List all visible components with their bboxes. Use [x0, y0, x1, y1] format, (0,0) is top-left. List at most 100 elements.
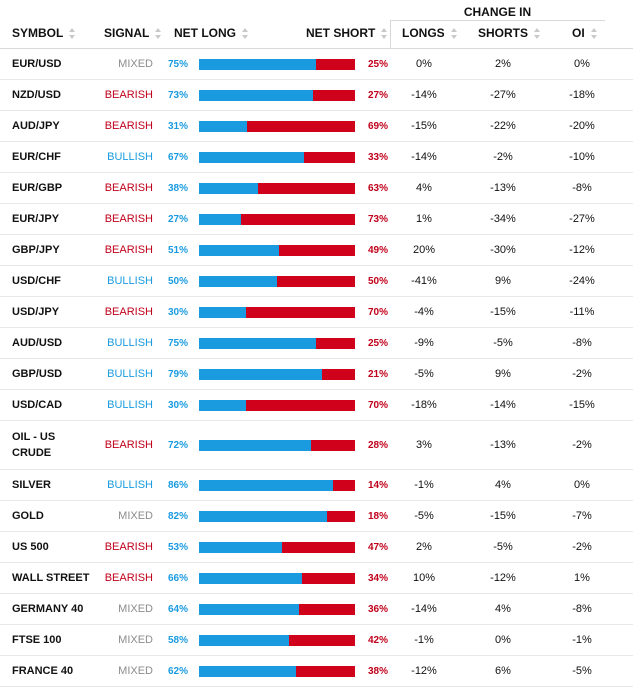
table-row[interactable]: GOLD MIXED 82% 18% -5% -15% -7%: [0, 501, 633, 532]
symbol-link[interactable]: GBP/USD: [12, 368, 63, 380]
symbol-link[interactable]: AUD/JPY: [12, 120, 60, 132]
symbol-link[interactable]: FTSE 100: [12, 634, 62, 646]
table-row[interactable]: NZD/USD BEARISH 73% 27% -14% -27% -18%: [0, 80, 633, 111]
longs-change: -4%: [414, 306, 434, 318]
signal-label: BEARISH: [104, 306, 153, 318]
table-row[interactable]: GBP/USD BULLISH 79% 21% -5% 9% -2%: [0, 359, 633, 390]
oi-column-header[interactable]: OI: [572, 26, 598, 40]
oi-change: -8%: [572, 182, 592, 194]
table-row[interactable]: USD/JPY BEARISH 30% 70% -4% -15% -11%: [0, 297, 633, 328]
table-row[interactable]: US 500 BEARISH 53% 47% 2% -5% -2%: [0, 532, 633, 563]
net-short-value: 69%: [367, 120, 388, 132]
symbol-link[interactable]: USD/JPY: [12, 306, 60, 318]
symbol-link[interactable]: USD/CHF: [12, 275, 61, 287]
symbol-link[interactable]: GBP/JPY: [12, 244, 60, 256]
net-long-header-label: NET LONG: [174, 26, 236, 40]
table-row[interactable]: AUD/JPY BEARISH 31% 69% -15% -22% -20%: [0, 111, 633, 142]
signal-header-label: SIGNAL: [104, 26, 150, 40]
net-long-fill: [199, 480, 334, 491]
net-short-column-header[interactable]: NET SHORT: [306, 26, 388, 40]
symbol-link[interactable]: EUR/JPY: [12, 213, 60, 225]
oi-change: -27%: [569, 213, 595, 225]
table-row[interactable]: WALL STREET BEARISH 66% 34% 10% -12% 1%: [0, 563, 633, 594]
table-row[interactable]: EUR/CHF BULLISH 67% 33% -14% -2% -10%: [0, 142, 633, 173]
table-header: CHANGE IN SYMBOL SIGNAL NET LONG NET SHO…: [0, 0, 633, 49]
table-row[interactable]: EUR/JPY BEARISH 27% 73% 1% -34% -27%: [0, 204, 633, 235]
table-row[interactable]: FRANCE 40 MIXED 62% 38% -12% 6% -5%: [0, 656, 633, 687]
symbol-link[interactable]: EUR/GBP: [12, 182, 63, 194]
symbol-link[interactable]: NZD/USD: [12, 89, 61, 101]
symbol-link[interactable]: SILVER: [12, 479, 51, 491]
signal-column-header[interactable]: SIGNAL: [104, 26, 162, 40]
symbol-column-header[interactable]: SYMBOL: [12, 26, 76, 40]
symbol-link[interactable]: WALL STREET: [12, 572, 90, 584]
shorts-change: -15%: [490, 510, 516, 522]
table-row[interactable]: USD/CHF BULLISH 50% 50% -41% 9% -24%: [0, 266, 633, 297]
sentiment-bar: [199, 604, 355, 615]
oi-change: -24%: [569, 275, 595, 287]
table-row[interactable]: EUR/GBP BEARISH 38% 63% 4% -13% -8%: [0, 173, 633, 204]
sort-icon[interactable]: [155, 27, 162, 39]
table-row[interactable]: EUR/USD MIXED 75% 25% 0% 2% 0%: [0, 49, 633, 80]
net-long-value: 58%: [167, 634, 188, 646]
oi-change: 0%: [574, 58, 590, 70]
table-row[interactable]: GBP/JPY BEARISH 51% 49% 20% -30% -12%: [0, 235, 633, 266]
longs-change: -5%: [414, 510, 434, 522]
symbol-link[interactable]: FRANCE 40: [12, 665, 74, 677]
net-short-value: 18%: [367, 510, 388, 522]
sort-icon[interactable]: [590, 27, 598, 39]
symbol-link[interactable]: EUR/CHF: [12, 151, 61, 163]
longs-change: -9%: [414, 337, 434, 349]
sentiment-bar: [199, 542, 355, 553]
net-short-value: 49%: [367, 244, 388, 256]
table-row[interactable]: USD/CAD BULLISH 30% 70% -18% -14% -15%: [0, 390, 633, 421]
longs-change: -14%: [411, 603, 437, 615]
net-long-value: 75%: [167, 337, 188, 349]
symbol-link[interactable]: AUD/USD: [12, 337, 63, 349]
sort-icon[interactable]: [69, 27, 76, 39]
longs-change: -1%: [414, 634, 434, 646]
sentiment-bar: [199, 440, 355, 451]
table-row[interactable]: AUD/USD BULLISH 75% 25% -9% -5% -8%: [0, 328, 633, 359]
shorts-change: -34%: [490, 213, 516, 225]
shorts-column-header[interactable]: SHORTS: [478, 26, 541, 40]
sort-icon[interactable]: [242, 27, 249, 39]
symbol-link[interactable]: GOLD: [12, 510, 44, 522]
net-long-value: 27%: [167, 213, 188, 225]
table-row[interactable]: OIL - US CRUDE BEARISH 72% 28% 3% -13% -2%: [0, 421, 633, 470]
symbol-link[interactable]: EUR/USD: [12, 58, 62, 70]
symbol-link[interactable]: USD/CAD: [12, 399, 63, 411]
sort-icon[interactable]: [450, 27, 458, 39]
sort-icon[interactable]: [381, 27, 388, 39]
sentiment-bar: [199, 666, 355, 677]
signal-label: BEARISH: [104, 89, 153, 101]
symbol-link[interactable]: GERMANY 40: [12, 603, 84, 615]
net-long-column-header[interactable]: NET LONG: [174, 26, 249, 40]
oi-change: -2%: [572, 439, 592, 451]
column-divider: [390, 20, 391, 48]
longs-change: 2%: [416, 541, 432, 553]
table-row[interactable]: GERMANY 40 MIXED 64% 36% -14% 4% -8%: [0, 594, 633, 625]
table-row[interactable]: SILVER BULLISH 86% 14% -1% 4% 0%: [0, 470, 633, 501]
net-short-value: 70%: [367, 306, 388, 318]
net-short-value: 25%: [367, 337, 388, 349]
oi-change: 1%: [574, 572, 590, 584]
symbol-link[interactable]: OIL - US CRUDE: [12, 431, 56, 459]
signal-label: MIXED: [118, 603, 153, 615]
sentiment-bar: [199, 214, 355, 225]
net-short-value: 42%: [367, 634, 388, 646]
oi-change: -7%: [572, 510, 592, 522]
net-short-value: 50%: [367, 275, 388, 287]
table-row[interactable]: FTSE 100 MIXED 58% 42% -1% 0% -1%: [0, 625, 633, 656]
longs-column-header[interactable]: LONGS: [402, 26, 458, 40]
signal-label: MIXED: [118, 634, 153, 646]
net-long-value: 30%: [167, 306, 188, 318]
symbol-link[interactable]: US 500: [12, 541, 49, 553]
oi-change: -8%: [572, 337, 592, 349]
shorts-header-label: SHORTS: [478, 26, 529, 40]
sort-icon[interactable]: [534, 27, 541, 39]
net-short-value: 38%: [367, 665, 388, 677]
net-short-value: 34%: [367, 572, 388, 584]
shorts-change: -5%: [493, 337, 513, 349]
